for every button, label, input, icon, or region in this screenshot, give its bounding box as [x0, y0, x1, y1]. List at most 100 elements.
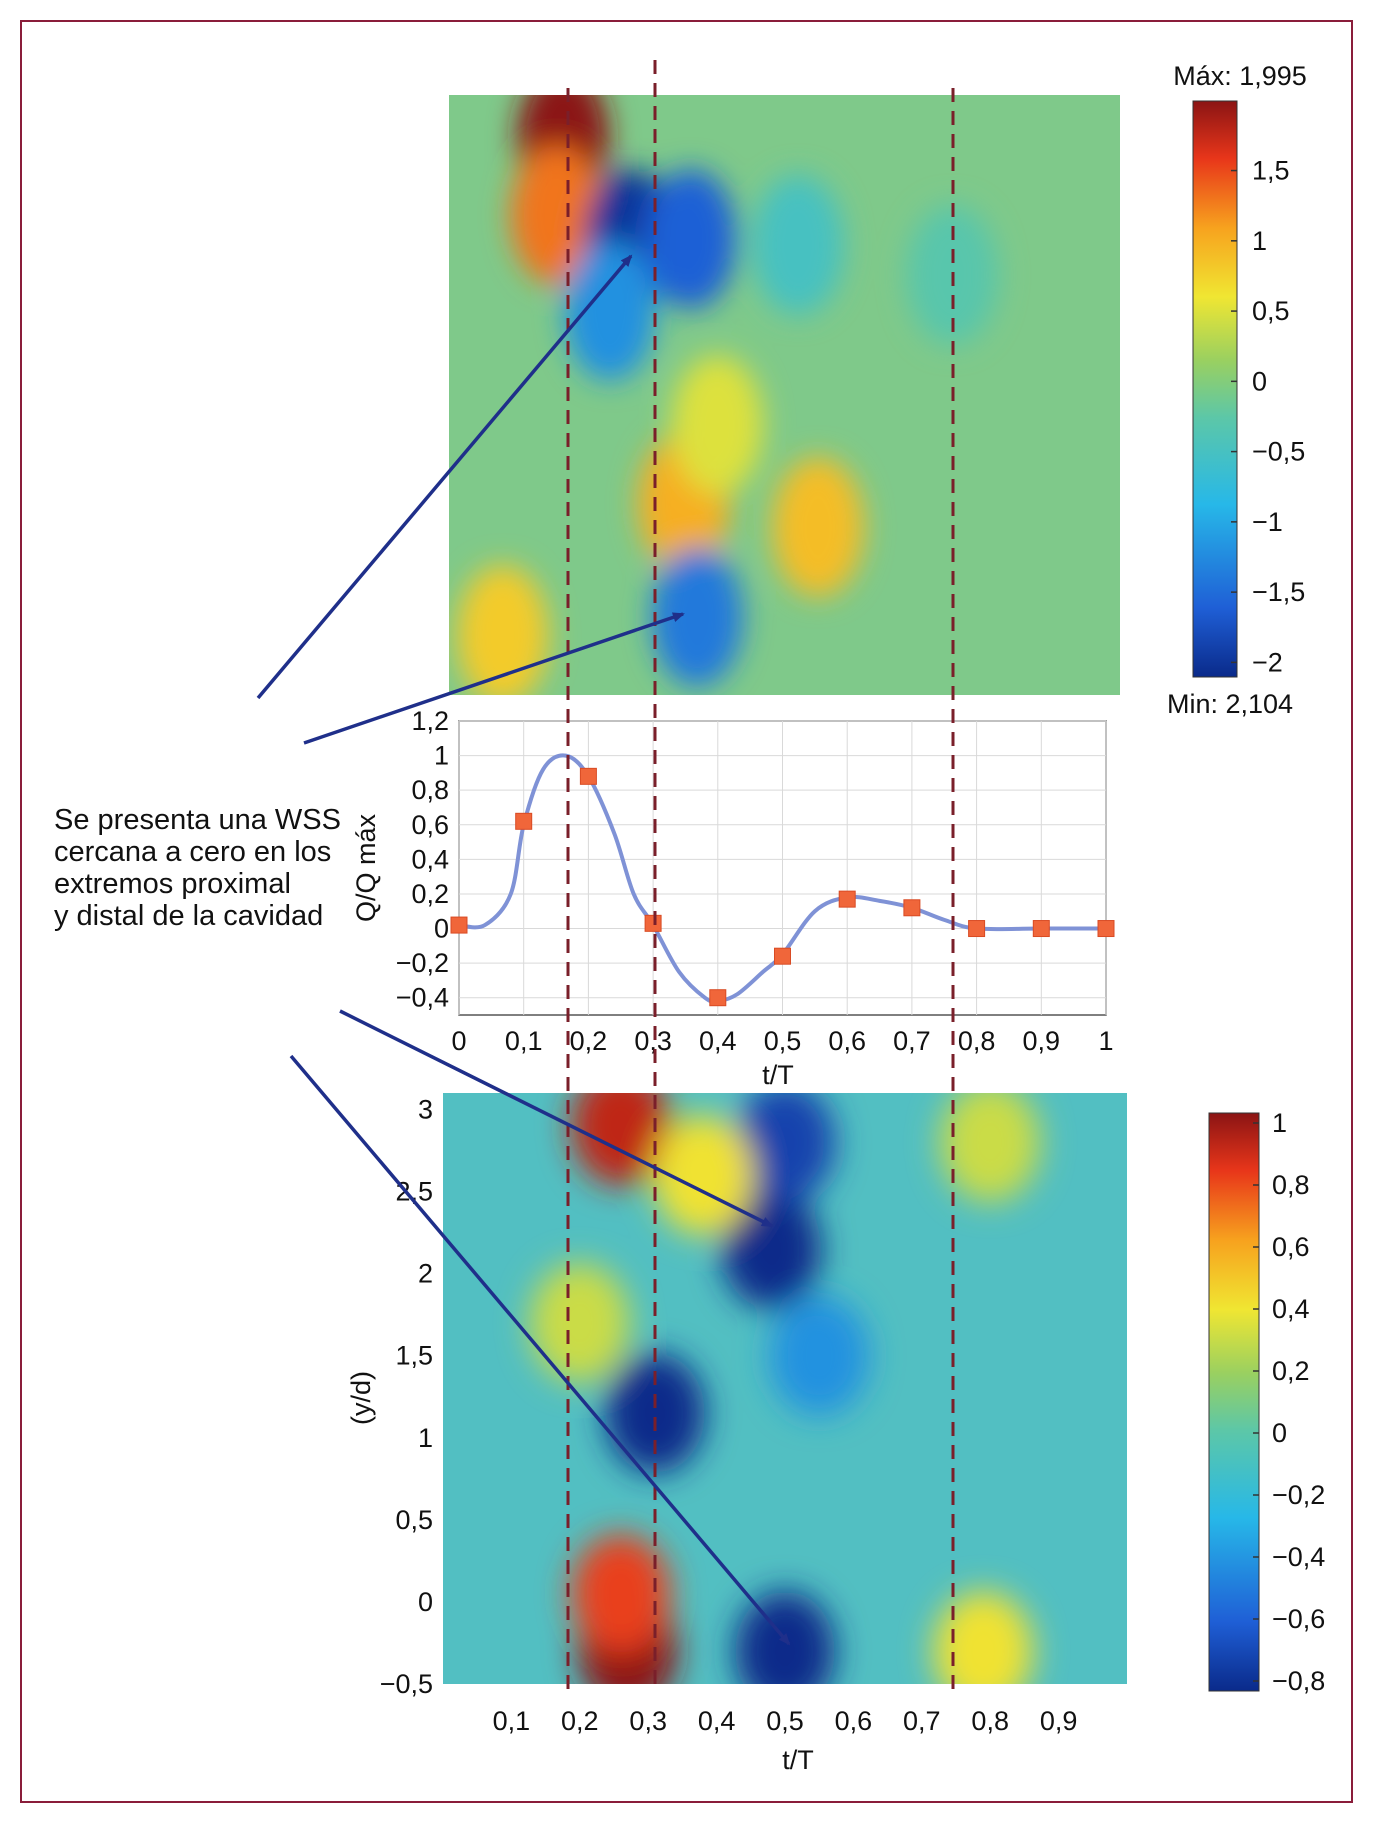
- flow-y-tick-8: −0,4: [396, 983, 449, 1013]
- top-contour-blob-8: [456, 565, 549, 695]
- flow-y-tick-2: 0,8: [411, 775, 449, 805]
- top-contour-blob-11: [751, 175, 844, 315]
- bottom-colorbar-tick-label-7: −0,4: [1272, 1542, 1325, 1572]
- bottom-x-tick-0: 0,1: [493, 1706, 531, 1736]
- top-colorbar-tick-label-2: 0,5: [1252, 296, 1290, 326]
- top-colorbar: 1,5 1 0,5 0 −0,5 −1 −1,5 −2 Máx: 1,995 Min: 2,1…: [1167, 61, 1307, 719]
- bottom-y-tick-5: 0,5: [395, 1505, 433, 1535]
- bottom-contour-blob-3: [721, 1188, 822, 1309]
- flow-x-tick-6: 0,6: [828, 1026, 866, 1056]
- annotation-line-2: cercana a cero en los: [54, 836, 331, 868]
- top-colorbar-tick-label-5: −1: [1252, 507, 1283, 537]
- bottom-y-tick-0: 3: [418, 1094, 433, 1124]
- top-contour-blob-6: [772, 457, 865, 597]
- annotation-arrows: [256, 254, 791, 1646]
- flow-y-tick-3: 0,6: [411, 810, 449, 840]
- flow-y-tick-7: −0,2: [396, 948, 449, 978]
- flow-marker-1: [515, 812, 533, 830]
- flow-marker-7: [903, 899, 921, 917]
- bottom-y-tick-7: −0,5: [380, 1669, 433, 1699]
- arrow-to-bottom-lower: [289, 1054, 791, 1646]
- flow-x-axis-label: t/T: [762, 1060, 794, 1090]
- bottom-x-tick-8: 0,9: [1040, 1706, 1078, 1736]
- bottom-colorbar-tick-label-6: −0,2: [1272, 1480, 1325, 1510]
- top-colorbar-tick-label-0: 1,5: [1252, 156, 1290, 186]
- arrow-to-top-distal: [303, 612, 685, 745]
- bottom-y-axis-label: (y/d): [346, 1371, 376, 1425]
- bottom-colorbar-gradient: [1208, 1112, 1260, 1692]
- reference-lines: [566, 60, 955, 1693]
- bottom-colorbar: 1 0,8 0,6 0,4 0,2 0 −0,2 −0,4 −0,6 −0,8: [1208, 1108, 1325, 1696]
- flow-marker-5: [774, 947, 791, 965]
- annotation-line-3: extremos proximal: [54, 868, 291, 900]
- bottom-colorbar-tick-label-2: 0,6: [1272, 1232, 1310, 1262]
- arrow-to-top-proximal: [256, 254, 633, 700]
- flow-x-tick-8: 0,8: [958, 1026, 996, 1056]
- arrow-to-bottom-upper: [339, 1009, 774, 1228]
- top-colorbar-tick-label-7: −2: [1252, 647, 1283, 677]
- top-colorbar-max-label: Máx: 1,995: [1173, 61, 1307, 91]
- flow-x-tick-4: 0,4: [699, 1026, 737, 1056]
- bottom-contour-blob-10: [529, 1262, 630, 1383]
- annotation-line-1: Se presenta una WSS: [54, 804, 341, 836]
- flow-marker-10: [1097, 920, 1115, 938]
- annotation-text: Se presenta una WSS cercana a cero en lo…: [54, 804, 341, 932]
- flow-marker-3: [644, 914, 662, 932]
- top-colorbar-tick-label-1: 1: [1252, 226, 1267, 256]
- flow-marker-4: [709, 989, 727, 1007]
- bottom-x-tick-1: 0,2: [561, 1706, 599, 1736]
- bottom-colorbar-tick-label-4: 0,2: [1272, 1356, 1310, 1386]
- top-contour-blob-3: [644, 169, 737, 309]
- top-colorbar-tick-label-4: −0,5: [1252, 437, 1305, 467]
- bottom-contour-blob-9: [940, 1093, 1041, 1203]
- flow-y-tick-5: 0,2: [411, 879, 449, 909]
- flow-x-tick-5: 0,5: [764, 1026, 802, 1056]
- flow-y-tick-1: 1: [434, 741, 449, 771]
- bottom-colorbar-tick-label-8: −0,6: [1272, 1604, 1325, 1634]
- bottom-x-tick-2: 0,3: [629, 1706, 667, 1736]
- flow-x-tick-1: 0,1: [505, 1026, 543, 1056]
- flow-marker-0: [450, 916, 468, 934]
- bottom-x-tick-7: 0,8: [971, 1706, 1009, 1736]
- bottom-colorbar-tick-label-3: 0,4: [1272, 1294, 1310, 1324]
- flow-y-tick-0: 1,2: [411, 706, 449, 736]
- flow-marker-8: [968, 920, 986, 938]
- bottom-contour-blob-2: [570, 1533, 671, 1654]
- bottom-x-tick-3: 0,4: [698, 1706, 736, 1736]
- bottom-contour-plot: 32,521,510,50−0,5 0,1 0,2 0,3 0,4 0,5 0,6 0,7 0…: [346, 1093, 1127, 1775]
- annotation-line-4: y distal de la cavidad: [54, 900, 323, 932]
- flow-x-tick-10: 1: [1098, 1026, 1113, 1056]
- bottom-colorbar-tick-label-9: −0,8: [1272, 1666, 1325, 1696]
- top-colorbar-min-label: Min: 2,104: [1167, 689, 1293, 719]
- bottom-contour-blob-4: [735, 1093, 835, 1203]
- flow-marker-6: [838, 890, 856, 908]
- flow-y-axis-label: Q/Q máx: [351, 813, 381, 922]
- bottom-y-tick-2: 2: [418, 1259, 433, 1289]
- top-contour-blob-1: [510, 145, 603, 285]
- flow-marker-2: [579, 767, 597, 785]
- top-contour-blob-7: [651, 547, 744, 687]
- top-colorbar-tick-label-6: −1,5: [1252, 577, 1305, 607]
- flow-y-tick-4: 0,4: [411, 844, 449, 874]
- flow-x-tick-7: 0,7: [893, 1026, 931, 1056]
- top-contour-plot: [449, 95, 1120, 695]
- bottom-contour-blob-7: [769, 1295, 870, 1416]
- bottom-contour-blob-5: [605, 1353, 706, 1474]
- flow-x-tick-9: 0,9: [1023, 1026, 1061, 1056]
- bottom-y-tick-6: 0: [418, 1587, 433, 1617]
- top-contour-blob-9: [671, 355, 764, 495]
- flow-x-tick-0: 0: [451, 1026, 466, 1056]
- bottom-x-tick-5: 0,6: [835, 1706, 873, 1736]
- bottom-contour-blob-6: [735, 1591, 835, 1684]
- flow-x-tick-2: 0,2: [570, 1026, 608, 1056]
- top-colorbar-tick-label-3: 0: [1252, 366, 1267, 396]
- flow-marker-9: [1032, 920, 1050, 938]
- flow-x-tick-3: 0,3: [634, 1026, 672, 1056]
- top-contour-blob-4: [564, 241, 657, 381]
- figure-frame: [20, 20, 1353, 1803]
- bottom-y-tick-4: 1: [418, 1423, 433, 1453]
- bottom-x-axis-label: t/T: [782, 1745, 814, 1775]
- bottom-x-tick-4: 0,5: [766, 1706, 804, 1736]
- bottom-y-tick-3: 1,5: [395, 1341, 433, 1371]
